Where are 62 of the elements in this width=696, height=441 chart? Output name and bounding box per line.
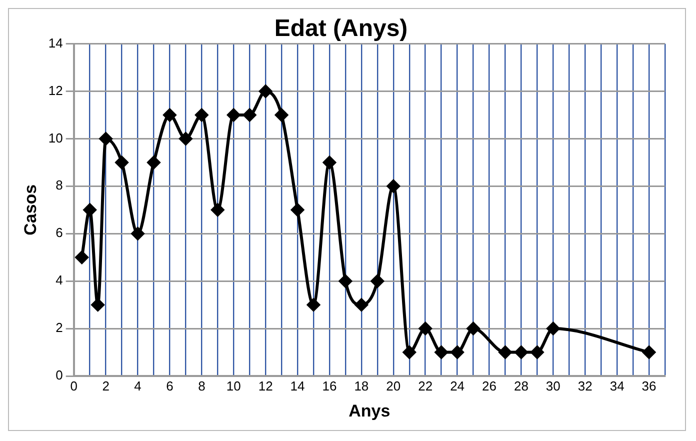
x-tick-label: 6 — [166, 378, 174, 394]
y-tick-label: 12 — [48, 82, 63, 98]
point — [195, 108, 208, 122]
point — [163, 108, 176, 122]
y-tick-label: 14 — [48, 35, 63, 50]
x-tick-label: 24 — [450, 378, 465, 394]
y-tick-label: 8 — [56, 178, 63, 193]
x-tick-label: 2 — [102, 378, 110, 394]
y-tick-label: 10 — [48, 130, 63, 146]
point — [370, 274, 384, 288]
x-tick-label: 18 — [354, 378, 369, 394]
x-tick-label: 20 — [386, 378, 401, 394]
point — [243, 108, 256, 122]
x-tick-label: 36 — [642, 378, 656, 394]
y-tick-label: 0 — [56, 368, 63, 383]
point — [418, 322, 432, 336]
x-tick-label: 0 — [70, 378, 78, 394]
x-tick-label: 28 — [514, 378, 528, 394]
x-tick-label: 12 — [258, 378, 273, 394]
x-axis-title: Anys — [348, 401, 390, 420]
x-tick-label: 4 — [134, 378, 142, 394]
point — [307, 298, 320, 312]
y-tick-label: 4 — [56, 272, 63, 288]
point — [115, 156, 128, 169]
y-tick-label: 6 — [56, 225, 63, 240]
point — [498, 346, 512, 359]
x-tick-label: 10 — [226, 378, 241, 394]
point — [291, 203, 304, 216]
point — [642, 346, 656, 359]
x-tick-label: 26 — [482, 378, 496, 394]
point — [402, 346, 416, 359]
point — [179, 132, 192, 146]
point — [91, 298, 104, 312]
x-tick-label: 8 — [198, 378, 206, 394]
x-tick-label: 16 — [322, 378, 337, 394]
chart-title: Edat (Anys) — [274, 15, 408, 42]
point — [386, 180, 400, 193]
point — [322, 156, 336, 169]
point — [259, 84, 272, 98]
x-tick-label: 30 — [546, 378, 560, 394]
y-axis-title: Casos — [20, 184, 40, 236]
point — [75, 250, 88, 264]
point — [514, 346, 528, 359]
point — [131, 227, 144, 240]
point — [99, 132, 112, 146]
point — [434, 346, 448, 359]
point — [338, 274, 352, 288]
point — [466, 322, 480, 336]
point — [83, 203, 96, 216]
point — [354, 298, 368, 312]
point — [275, 108, 288, 122]
x-tick-label: 32 — [578, 378, 592, 394]
point — [147, 156, 160, 169]
point — [227, 108, 240, 122]
point — [546, 322, 560, 336]
x-tick-label: 22 — [418, 378, 433, 394]
point — [450, 346, 464, 359]
x-tick-label: 34 — [610, 378, 624, 394]
y-tick-label: 2 — [56, 320, 63, 336]
point — [211, 203, 224, 216]
x-tick-label: 14 — [290, 378, 305, 394]
point — [530, 346, 544, 359]
